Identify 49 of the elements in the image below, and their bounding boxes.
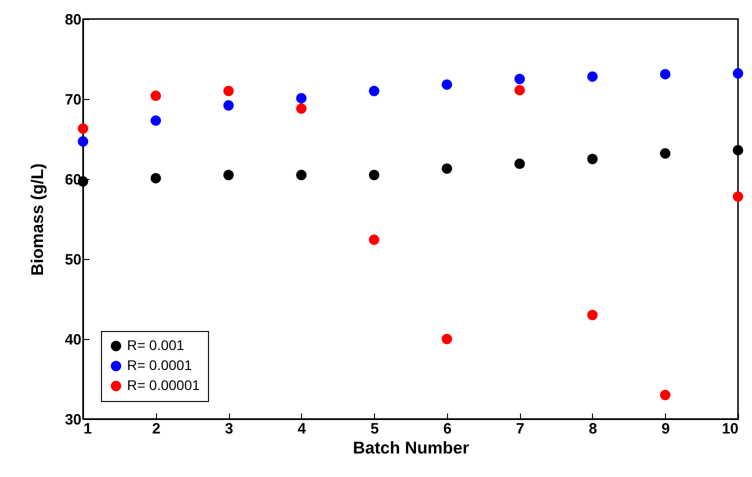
- point: [223, 170, 234, 180]
- point: [587, 310, 598, 320]
- x-axis-title: Batch Number: [352, 438, 470, 458]
- point: [587, 154, 598, 164]
- point: [660, 390, 670, 400]
- x-tick-label: 1: [84, 420, 92, 438]
- point: [368, 234, 380, 246]
- y-axis-title: Biomass (g/L): [28, 163, 47, 276]
- point: [296, 92, 307, 104]
- point: [514, 158, 525, 170]
- point: [732, 144, 744, 156]
- point: [296, 170, 307, 180]
- point: [660, 68, 670, 80]
- point: [150, 172, 162, 184]
- legend-label: R= 0.00001: [127, 377, 200, 393]
- point: [442, 79, 452, 90]
- point: [78, 136, 88, 147]
- legend-label: R= 0.0001: [127, 357, 192, 373]
- point: [442, 163, 452, 174]
- point: [732, 191, 744, 202]
- y-tick-label: 70: [64, 92, 82, 108]
- legend-label: R= 0.001: [127, 337, 184, 353]
- x-tick-label: 9: [662, 420, 670, 438]
- y-tick-label: 30: [64, 412, 82, 428]
- x-tick-label: 10: [722, 420, 738, 438]
- y-tick-label: 50: [64, 252, 82, 268]
- point: [223, 86, 234, 96]
- point: [368, 170, 380, 180]
- point: [514, 74, 525, 84]
- y-tick-label: 80: [64, 12, 82, 28]
- point: [223, 100, 234, 111]
- point: [442, 334, 452, 344]
- point: [296, 103, 307, 114]
- x-tick-label: 7: [516, 420, 524, 438]
- point: [150, 115, 162, 126]
- point: [78, 123, 88, 134]
- point: [150, 90, 162, 102]
- point: [587, 71, 598, 82]
- point: [368, 86, 380, 96]
- x-tick-label: 2: [152, 420, 160, 438]
- point: [660, 148, 670, 159]
- x-tick-label: 6: [443, 420, 452, 438]
- x-tick-label: 8: [588, 420, 598, 438]
- x-tick-label: 5: [370, 420, 379, 438]
- y-tick-label: 40: [64, 332, 82, 348]
- point: [514, 84, 525, 96]
- x-tick-label: 3: [224, 420, 234, 438]
- point: [732, 68, 744, 79]
- x-tick-label: 4: [298, 420, 307, 438]
